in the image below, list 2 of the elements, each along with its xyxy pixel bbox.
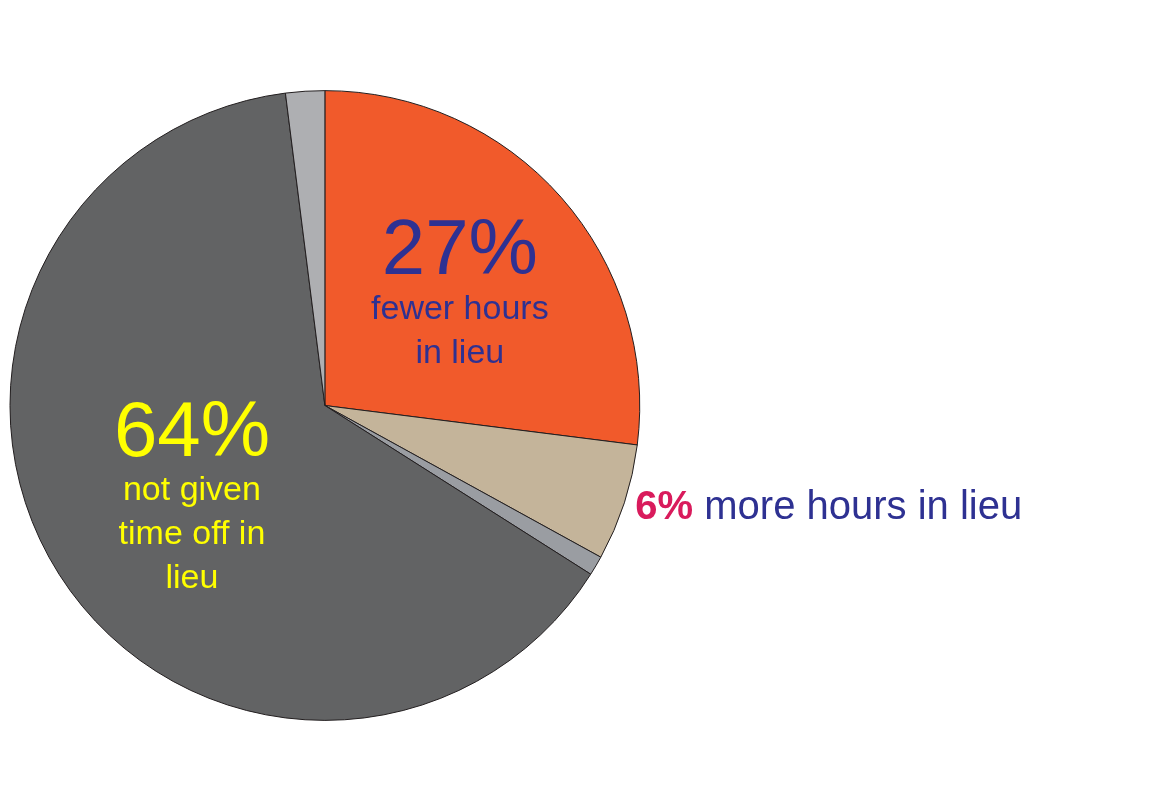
- data-label: 6%: [635, 482, 694, 527]
- slice-label: more hours in lieu: [704, 482, 1023, 527]
